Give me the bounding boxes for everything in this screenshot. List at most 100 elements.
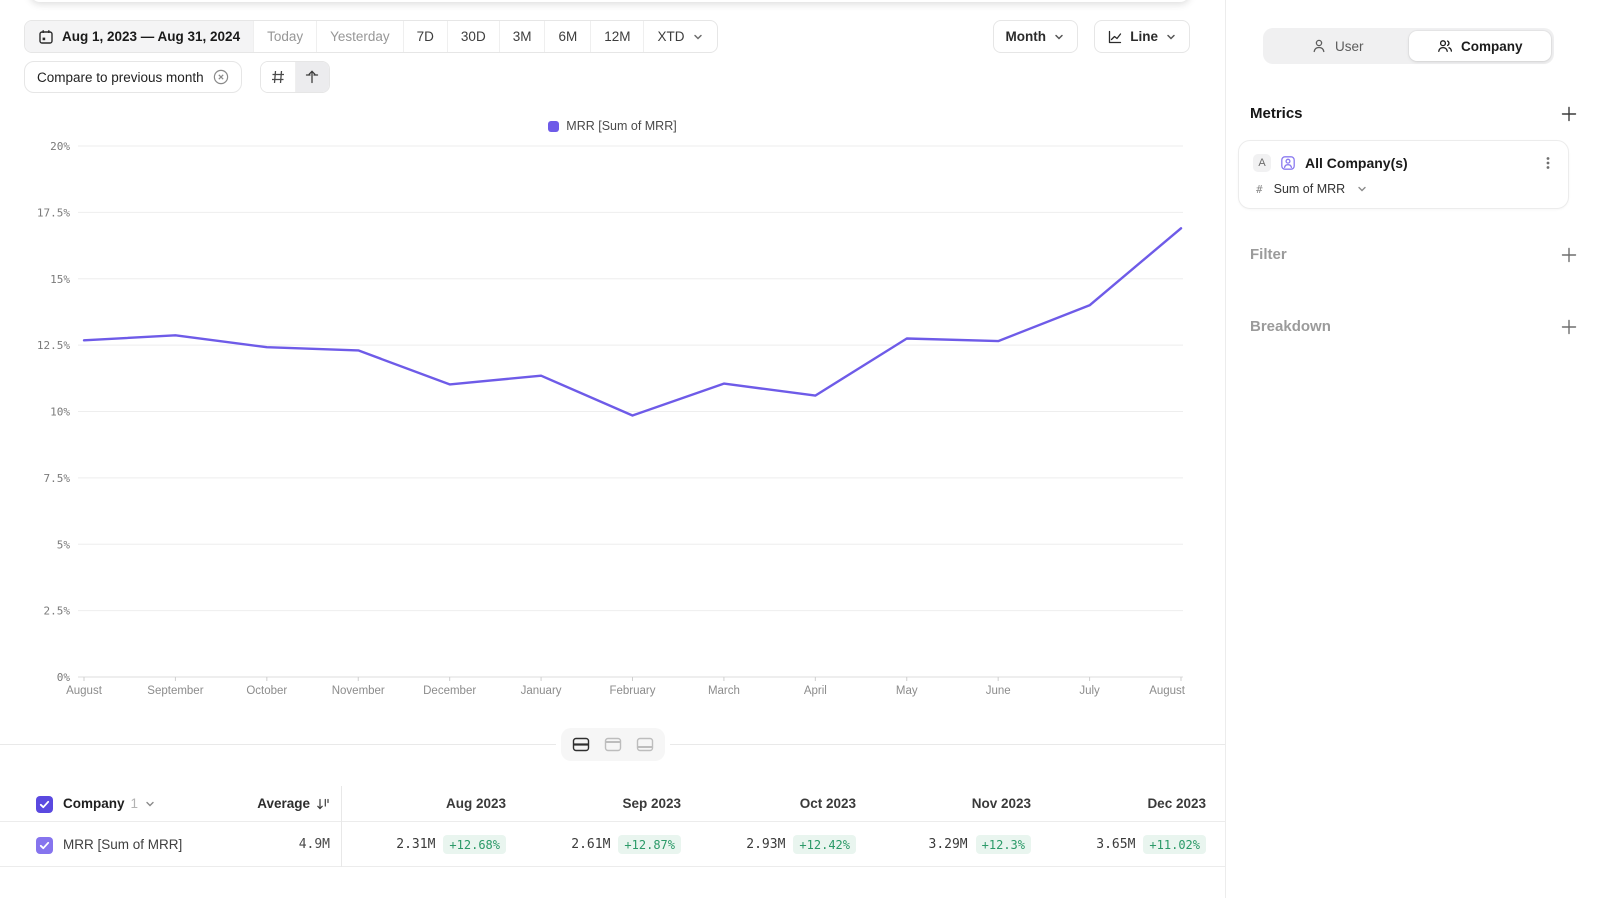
aggregation-dropdown[interactable]: # Sum of MRR [1256,182,1368,196]
chevron-down-icon [146,801,154,806]
company-icon [1438,40,1453,52]
preset-12m[interactable]: 12M [590,21,643,52]
entity-toggle-user[interactable]: User [1266,31,1409,61]
grid-values-toggle[interactable] [260,62,295,92]
entity-toggle-company-label: Company [1460,38,1523,54]
preset-yesterday[interactable]: Yesterday [316,21,403,52]
layout-split-button[interactable] [566,732,596,757]
check-icon [39,800,50,809]
metrics-section-title: Metrics [1250,105,1303,122]
svg-text:May: May [896,685,918,697]
layout-bottom-button[interactable] [630,732,660,757]
layout-toggle-group [560,728,665,761]
entity-toggle-company[interactable]: Company [1408,31,1551,61]
layout-split-icon [572,737,589,752]
breakdown-section-title: Breakdown [1250,318,1331,335]
legend-item-mrr[interactable]: MRR [Sum of MRR] [548,119,677,133]
table-header-row: Company 1 Average Aug 2023 Sep 2023 Oct … [0,786,1225,822]
metric-name: All Company(s) [1305,155,1408,171]
growth-badge: +11.02% [1143,835,1206,854]
column-header-aug-2023[interactable]: Aug 2023 [445,796,506,811]
grid-icon [271,70,284,84]
svg-text:March: March [708,685,740,697]
granularity-dropdown[interactable]: Month [992,20,1078,53]
cell-dec-2023: 3.65M +11.02% [1041,823,1216,866]
mrr-line-chart: 0% 2.5% 5% 7.5% 10% 12.5% 15% 17.5% 20% August Sep… [37,140,1186,697]
kebab-menu-icon[interactable] [1540,155,1556,171]
svg-text:November: November [332,685,385,697]
svg-text:January: January [521,685,562,697]
chart-legend: MRR [Sum of MRR] [0,119,1225,133]
metric-card[interactable]: A All Company(s) # Sum of MRR [1238,140,1569,209]
average-sort-header[interactable]: Average [180,786,330,821]
preset-3m[interactable]: 3M [498,21,545,52]
table-row: MRR [Sum of MRR] 4.9M 2.31M +12.68% 2.61… [0,823,1225,867]
number-type-icon: # [1256,182,1263,196]
cell-nov-2023: 3.29M +12.3% [866,823,1041,866]
config-sidebar: User Company Metrics A All Company(s) # … [1225,0,1600,898]
add-breakdown-button[interactable] [1560,318,1578,336]
svg-text:2.5%: 2.5% [44,605,71,618]
cell-value: 2.61M [571,837,611,852]
preset-30d[interactable]: 30D [446,21,499,52]
column-header-oct-2023[interactable]: Oct 2023 [799,796,856,811]
main-panel: Aug 1, 2023 — Aug 31, 2024 Today Yesterd… [0,0,1225,867]
cell-oct-2023: 2.93M +12.42% [691,823,866,866]
column-header-nov-2023[interactable]: Nov 2023 [971,796,1031,811]
check-icon [39,841,50,850]
preset-6m[interactable]: 6M [544,21,590,52]
legend-swatch [548,120,560,132]
column-header-sep-2023[interactable]: Sep 2023 [622,796,681,811]
date-range-button[interactable]: Aug 1, 2023 — Aug 31, 2024 [25,21,254,52]
date-range-label: Aug 1, 2023 — Aug 31, 2024 [62,29,241,44]
chart-type-label: Line [1130,29,1158,44]
chevron-down-icon [1167,34,1175,40]
svg-text:April: April [804,685,827,697]
svg-text:20%: 20% [50,140,70,153]
cell-aug-2023: 2.31M +12.68% [341,823,516,866]
top-card-edge [30,0,1190,2]
add-metric-button[interactable] [1560,105,1578,123]
compare-chip-label: Compare to previous month [37,69,204,85]
svg-text:7.5%: 7.5% [44,472,71,485]
compare-chip[interactable]: Compare to previous month [24,61,242,93]
layout-top-icon [604,737,621,752]
preset-xtd-dropdown[interactable]: XTD [643,21,717,52]
preset-today[interactable]: Today [253,21,316,52]
growth-badge: +12.68% [443,835,506,854]
svg-text:10%: 10% [50,406,70,419]
preset-7d[interactable]: 7D [402,21,447,52]
select-all-checkbox[interactable] [36,796,53,813]
column-header-dec-2023[interactable]: Dec 2023 [1147,796,1206,811]
cell-value: 3.65M [1096,837,1136,852]
series-badge: A [1253,154,1271,172]
filter-section-title: Filter [1250,246,1287,263]
layout-bottom-icon [636,737,653,752]
compare-toolbar: Compare to previous month [24,61,330,93]
row-checkbox[interactable] [36,837,53,854]
growth-badge: +12.42% [793,835,856,854]
date-range-group: Aug 1, 2023 — Aug 31, 2024 Today Yesterd… [24,20,719,53]
company-badge-icon [1281,156,1295,170]
svg-text:0%: 0% [57,671,71,684]
chevron-down-icon [1358,186,1366,192]
growth-badge: +12.87% [618,835,681,854]
remove-compare-icon[interactable] [213,69,229,85]
chevron-down-icon [1055,34,1063,40]
layout-top-button[interactable] [598,732,628,757]
add-filter-button[interactable] [1560,246,1578,264]
granularity-label: Month [1005,29,1046,44]
svg-text:August: August [1149,685,1186,697]
svg-text:June: June [986,685,1011,697]
user-icon [1313,39,1325,53]
chevron-down-icon [694,34,703,40]
svg-text:July: July [1079,685,1100,697]
row-metric-name: MRR [Sum of MRR] [63,837,183,852]
svg-text:February: February [609,685,655,697]
chart-type-dropdown[interactable]: Line [1094,20,1190,53]
svg-text:12.5%: 12.5% [37,339,70,352]
group-by-dropdown[interactable]: Company 1 [63,786,156,821]
cumulative-toggle[interactable] [294,62,329,92]
cell-value: 2.93M [746,837,786,852]
